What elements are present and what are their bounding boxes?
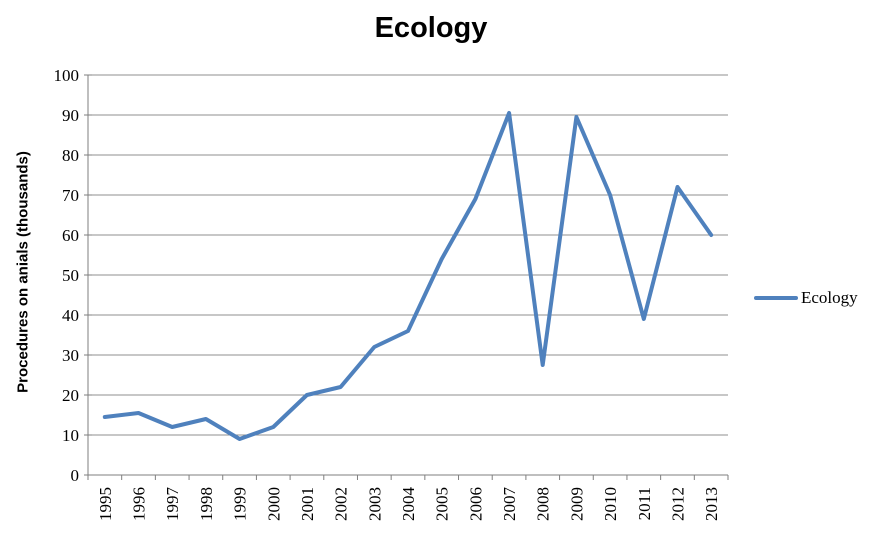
y-tick-label: 10	[62, 426, 79, 445]
y-tick-label: 30	[62, 346, 79, 365]
x-tick-label: 1996	[130, 487, 149, 521]
x-tick-label: 2012	[668, 487, 687, 521]
chart-title: Ecology	[374, 12, 488, 44]
y-tick-label: 70	[62, 186, 79, 205]
x-tick-label: 2004	[399, 487, 418, 522]
y-tick-label: 40	[62, 306, 79, 325]
x-tick-label: 1998	[197, 487, 216, 521]
x-tick-label: 2010	[601, 487, 620, 521]
x-tick-label: 1999	[231, 487, 250, 521]
x-tick-label: 2005	[433, 487, 452, 521]
x-tick-label: 2013	[702, 487, 721, 521]
x-tick-label: 2011	[635, 487, 654, 520]
x-tick-label: 2000	[264, 487, 283, 521]
y-tick-label: 100	[54, 66, 80, 85]
x-tick-label: 1997	[163, 487, 182, 522]
x-tick-label: 1995	[96, 487, 115, 521]
x-tick-label: 2007	[500, 487, 519, 522]
y-tick-label: 80	[62, 146, 79, 165]
y-tick-label: 50	[62, 266, 79, 285]
x-tick-label: 2001	[298, 487, 317, 521]
x-tick-label: 2002	[332, 487, 351, 521]
legend-label: Ecology	[801, 288, 858, 307]
x-tick-label: 2006	[466, 487, 485, 521]
series-line-ecology[interactable]	[102, 111, 714, 441]
x-tick-label: 2009	[567, 487, 586, 521]
y-tick-label: 60	[62, 226, 79, 245]
y-tick-label: 0	[71, 466, 80, 485]
x-tick-label: 2003	[365, 487, 384, 521]
y-tick-label: 20	[62, 386, 79, 405]
y-tick-label: 90	[62, 106, 79, 125]
legend[interactable]: Ecology	[754, 288, 858, 308]
legend-swatch-line	[754, 296, 798, 300]
x-tick-label: 2008	[534, 487, 553, 521]
